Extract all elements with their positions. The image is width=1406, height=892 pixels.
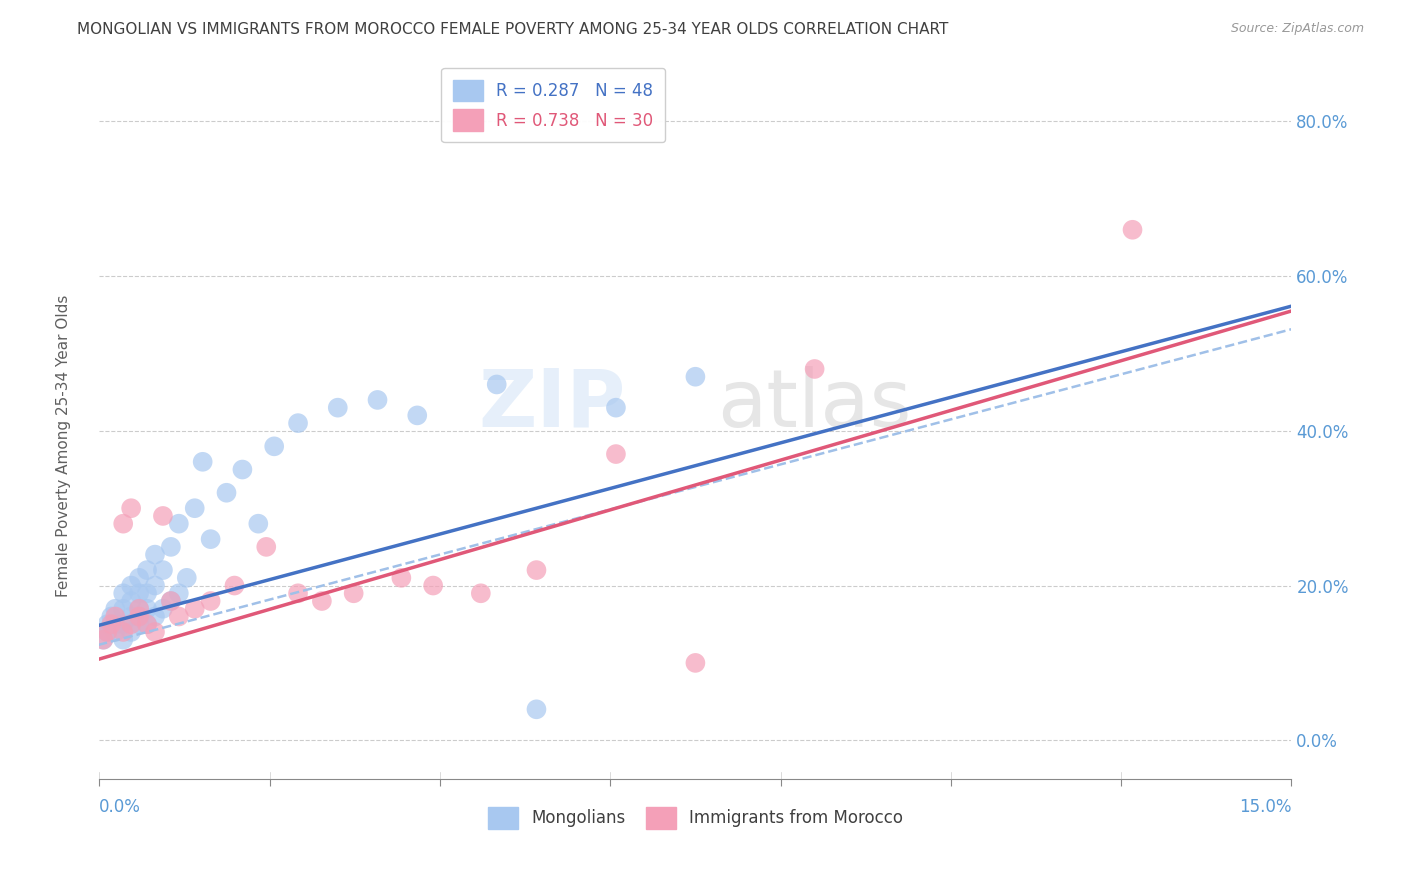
Point [231, 462, 253, 476]
Point [176, 571, 198, 585]
Point [120, 617, 142, 632]
Point [104, 609, 127, 624]
Point [112, 632, 135, 647]
Point [526, 563, 548, 577]
Point [326, 401, 349, 415]
Point [128, 609, 150, 624]
Point [143, 548, 166, 562]
Point [100, 609, 122, 624]
Point [120, 609, 142, 624]
Point [128, 617, 150, 632]
Point [167, 609, 190, 624]
Point [91, 632, 114, 647]
Point [91, 632, 114, 647]
Point [120, 624, 142, 639]
Point [104, 624, 127, 639]
Point [96, 617, 118, 632]
Point [160, 594, 183, 608]
Point [96, 624, 118, 639]
Point [183, 501, 205, 516]
Legend: Mongolians, Immigrants from Morocco: Mongolians, Immigrants from Morocco [481, 801, 910, 835]
Point [200, 532, 222, 546]
Point [389, 571, 412, 585]
Point [112, 617, 135, 632]
Point [143, 609, 166, 624]
Point [224, 578, 246, 592]
Point [247, 516, 270, 531]
Point [120, 594, 142, 608]
Point [136, 617, 159, 632]
Point [136, 601, 159, 615]
Point [287, 586, 309, 600]
Point [685, 369, 707, 384]
Point [685, 656, 707, 670]
Text: ZIP: ZIP [478, 366, 626, 444]
Point [136, 586, 159, 600]
Text: atlas: atlas [717, 366, 912, 444]
Point [160, 540, 183, 554]
Text: MONGOLIAN VS IMMIGRANTS FROM MOROCCO FEMALE POVERTY AMONG 25-34 YEAR OLDS CORREL: MONGOLIAN VS IMMIGRANTS FROM MOROCCO FEM… [77, 22, 949, 37]
Point [485, 377, 508, 392]
Point [215, 485, 238, 500]
Text: 0.0%: 0.0% [100, 798, 141, 816]
Point [128, 601, 150, 615]
Point [100, 617, 122, 632]
Point [526, 702, 548, 716]
Point [128, 586, 150, 600]
Point [112, 586, 135, 600]
Point [367, 392, 389, 407]
Point [605, 447, 627, 461]
Point [254, 540, 277, 554]
Point [96, 624, 118, 639]
Point [200, 594, 222, 608]
Point [112, 516, 135, 531]
Point [406, 409, 429, 423]
Point [152, 563, 174, 577]
Point [803, 362, 825, 376]
Point [311, 594, 333, 608]
Point [605, 401, 627, 415]
Point [128, 601, 150, 615]
Point [152, 508, 174, 523]
Point [143, 578, 166, 592]
Point [112, 601, 135, 615]
Point [120, 501, 142, 516]
Point [136, 563, 159, 577]
Point [422, 578, 444, 592]
Text: Source: ZipAtlas.com: Source: ZipAtlas.com [1230, 22, 1364, 36]
Point [1121, 223, 1143, 237]
Point [120, 578, 142, 592]
Point [343, 586, 366, 600]
Point [152, 601, 174, 615]
Point [167, 516, 190, 531]
Point [143, 624, 166, 639]
Point [136, 617, 159, 632]
Point [160, 594, 183, 608]
Point [191, 455, 214, 469]
Text: Female Poverty Among 25-34 Year Olds: Female Poverty Among 25-34 Year Olds [56, 295, 70, 597]
Point [128, 571, 150, 585]
Point [112, 624, 135, 639]
Point [263, 439, 285, 453]
Point [470, 586, 492, 600]
Point [287, 416, 309, 430]
Point [167, 586, 190, 600]
Point [104, 601, 127, 615]
Text: 15.0%: 15.0% [1239, 798, 1292, 816]
Point [104, 617, 127, 632]
Point [183, 601, 205, 615]
